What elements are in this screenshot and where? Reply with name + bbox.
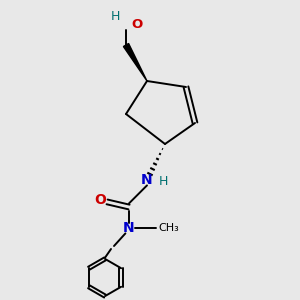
- Text: N: N: [123, 221, 135, 235]
- Text: H: H: [159, 175, 168, 188]
- Text: O: O: [94, 193, 106, 206]
- Text: H: H: [111, 10, 120, 23]
- Polygon shape: [123, 44, 147, 81]
- Text: N: N: [141, 173, 153, 187]
- Text: O: O: [131, 17, 142, 31]
- Text: CH₃: CH₃: [158, 223, 179, 233]
